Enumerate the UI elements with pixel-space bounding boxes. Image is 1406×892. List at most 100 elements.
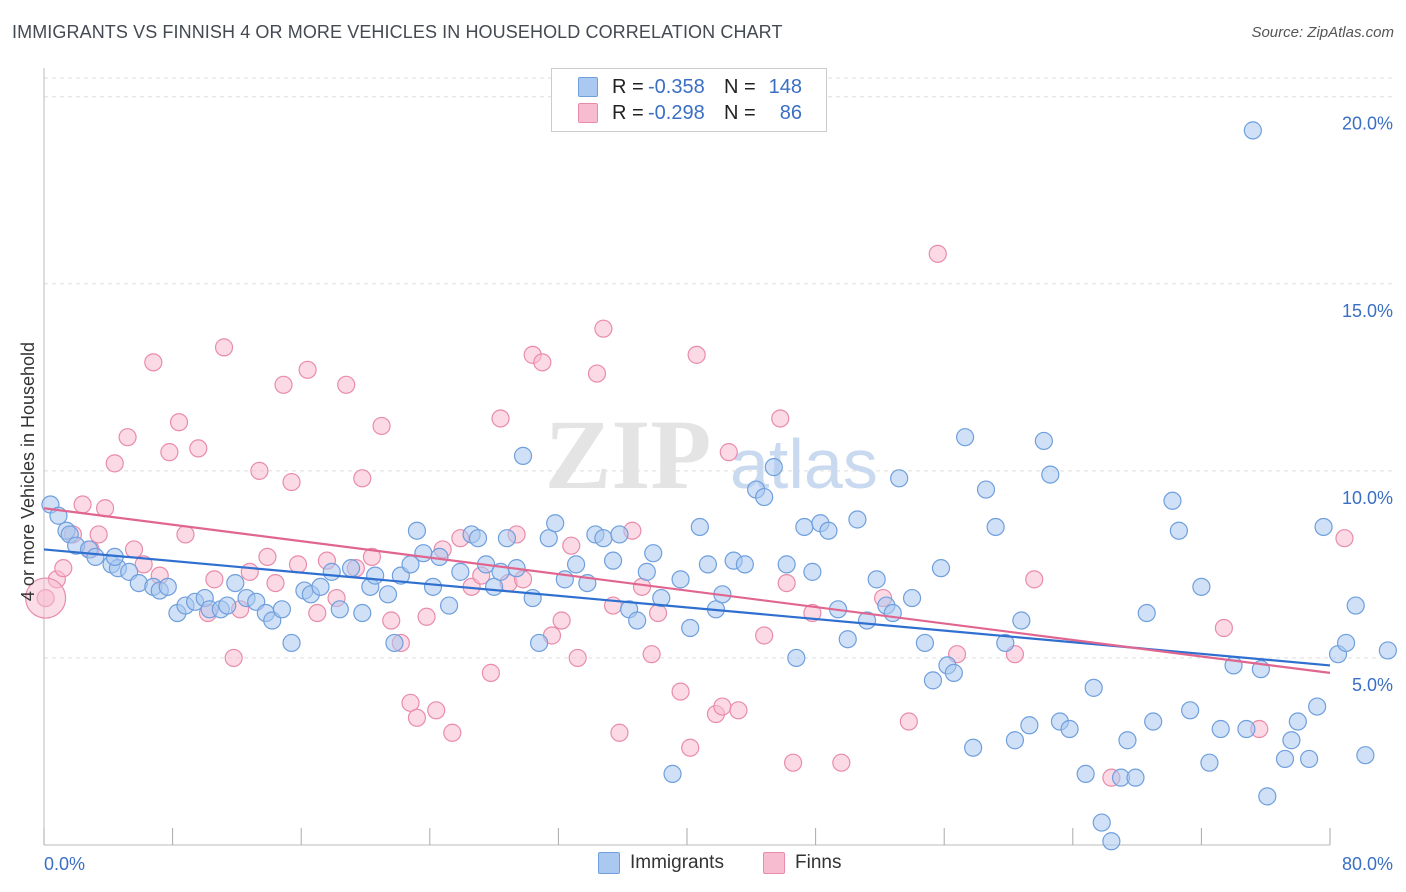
immigrants-point bbox=[690, 517, 709, 537]
finns-point bbox=[648, 603, 668, 623]
x-tick-label-min: 0.0% bbox=[44, 854, 85, 874]
finns-point bbox=[1335, 529, 1354, 548]
immigrants-point bbox=[451, 562, 470, 581]
finns-point bbox=[89, 525, 108, 544]
y-tick-label: 10.0% bbox=[1342, 488, 1393, 508]
immigrants-point bbox=[282, 633, 301, 653]
finns-point-large bbox=[25, 577, 67, 619]
y-tick-label: 5.0% bbox=[1352, 675, 1393, 695]
immigrants-point bbox=[1346, 596, 1365, 615]
immigrants-point bbox=[1060, 719, 1079, 739]
finns-point bbox=[372, 416, 391, 436]
immigrants-point bbox=[1020, 716, 1039, 735]
finns-point bbox=[288, 555, 308, 574]
y-axis-title: 4 or more Vehicles in Household bbox=[18, 342, 38, 601]
immigrants-point bbox=[1005, 731, 1025, 750]
immigrants-point bbox=[628, 611, 647, 630]
immigrants-point bbox=[848, 510, 867, 529]
legend-item-finns[interactable]: Finns bbox=[763, 852, 841, 874]
finns-point bbox=[308, 603, 327, 623]
immigrants-point bbox=[468, 529, 488, 548]
r-label: R = bbox=[612, 101, 644, 124]
immigrants-point bbox=[1314, 517, 1333, 537]
finns-point bbox=[755, 626, 774, 645]
finns-point bbox=[671, 682, 690, 701]
immigrants-point bbox=[652, 588, 671, 608]
n-value: 86 bbox=[779, 101, 802, 124]
legend-row-immigrants: R = -0.358 N = 148 bbox=[578, 76, 802, 98]
finns-point bbox=[491, 409, 510, 428]
finns-point bbox=[118, 428, 137, 447]
immigrants-point bbox=[1275, 749, 1295, 769]
finns-point bbox=[783, 753, 803, 772]
immigrants-point bbox=[944, 663, 963, 682]
finns-point bbox=[642, 645, 661, 664]
finns-point bbox=[1025, 570, 1044, 589]
finns-point bbox=[250, 461, 269, 480]
immigrants-point bbox=[539, 529, 558, 548]
immigrants-point bbox=[226, 573, 245, 593]
legend-label-immigrants: Immigrants bbox=[630, 852, 724, 873]
immigrants-point bbox=[366, 566, 385, 585]
finns-point bbox=[160, 443, 179, 462]
immigrants-point bbox=[330, 600, 349, 619]
finns-point bbox=[552, 611, 571, 630]
immigrants-point bbox=[1144, 712, 1163, 731]
immigrants-point bbox=[883, 603, 902, 623]
immigrants-point bbox=[637, 562, 656, 581]
finns-point bbox=[568, 648, 587, 668]
immigrants-point bbox=[698, 555, 717, 574]
immigrants-point bbox=[996, 633, 1015, 653]
immigrants-point bbox=[755, 487, 774, 507]
chart-title: IMMIGRANTS VS FINNISH 4 OR MORE VEHICLES… bbox=[12, 22, 783, 42]
n-label: N = bbox=[724, 101, 756, 124]
immigrants-point bbox=[1211, 719, 1230, 739]
immigrants-point bbox=[1200, 753, 1219, 772]
immigrants-point bbox=[1356, 746, 1375, 765]
finns-point bbox=[610, 723, 629, 742]
r-value: -0.358 bbox=[648, 75, 705, 98]
immigrants-point bbox=[1092, 813, 1111, 832]
correlation-legend: R = -0.358 N = 148 R = -0.298 N = 86 bbox=[551, 68, 827, 132]
finns-trend-line bbox=[43, 507, 1331, 674]
immigrants-point bbox=[1102, 832, 1121, 851]
immigrants-point bbox=[546, 514, 565, 533]
immigrants-point bbox=[803, 562, 822, 581]
immigrants-point bbox=[819, 521, 838, 540]
finns-point bbox=[189, 439, 208, 458]
immigrants-point bbox=[378, 585, 398, 604]
legend-item-immigrants[interactable]: Immigrants bbox=[598, 852, 724, 874]
finns-legend-swatch bbox=[763, 852, 785, 874]
x-tick-label-max: 80.0% bbox=[1342, 854, 1393, 874]
finns-point bbox=[1214, 618, 1234, 638]
watermark: ZIP atlas bbox=[545, 399, 878, 510]
finns-point bbox=[729, 701, 748, 720]
finns-point bbox=[899, 712, 918, 731]
immigrants-point bbox=[1300, 749, 1319, 769]
finns-point bbox=[928, 244, 947, 263]
n-value: 148 bbox=[768, 75, 802, 98]
finns-point bbox=[124, 540, 144, 559]
finns-point bbox=[240, 562, 259, 581]
finns-point bbox=[274, 375, 293, 394]
finns-point bbox=[298, 360, 317, 379]
immigrants-point bbox=[311, 577, 330, 596]
immigrants-point bbox=[923, 671, 943, 690]
immigrants-point bbox=[964, 738, 983, 757]
immigrants-point bbox=[1126, 768, 1145, 787]
finns-point bbox=[687, 345, 706, 364]
immigrants-point bbox=[1192, 577, 1211, 596]
immigrants-point bbox=[1243, 121, 1262, 140]
immigrants-point bbox=[1258, 787, 1277, 806]
immigrants-point bbox=[1308, 697, 1327, 716]
axis-labels: 5.0% 10.0% 15.0% 20.0% 0.0% 80.0% 4 or more Ve… bbox=[18, 114, 1393, 874]
finns-point bbox=[337, 375, 356, 394]
immigrants-point bbox=[838, 630, 857, 649]
immigrants-point bbox=[976, 480, 996, 499]
immigrants-point bbox=[1336, 633, 1356, 653]
immigrants-point bbox=[1282, 731, 1301, 750]
immigrants-point bbox=[414, 544, 433, 563]
immigrants-point bbox=[1288, 712, 1307, 731]
finns-point bbox=[169, 413, 189, 432]
immigrants-point bbox=[681, 618, 700, 638]
